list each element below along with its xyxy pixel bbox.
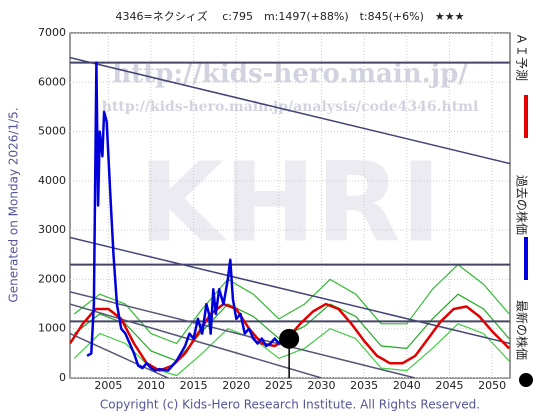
y-tick-label: 0 <box>59 371 66 384</box>
band-line <box>73 264 510 345</box>
x-tick-label: 2040 <box>393 379 421 392</box>
x-tick-label: 2045 <box>435 379 463 392</box>
y-tick-label: 1000 <box>38 322 66 335</box>
watermark: http://kids-hero.main.jp/analysis/code43… <box>102 99 479 115</box>
latest-point <box>279 328 300 349</box>
series-line <box>86 61 289 372</box>
watermark: http://kids-hero.main.jp/ <box>112 59 468 89</box>
legend-label: ＡＩ予測 <box>515 33 529 81</box>
trend-line <box>70 303 322 378</box>
y-tick-label: 5000 <box>38 125 66 138</box>
chart-title: 4346=ネクシィズ c:795 m:1497(+88%) t:845(+6%)… <box>116 9 465 23</box>
y-tick-label: 6000 <box>38 75 66 88</box>
watermark: KHRI <box>139 138 442 266</box>
y-tick-label: 2000 <box>38 272 66 285</box>
x-tick-label: 2025 <box>265 379 293 392</box>
x-tick-label: 2030 <box>308 379 336 392</box>
legend-swatch <box>519 373 533 387</box>
plot-layer: http://kids-hero.main.jp/http://kids-her… <box>70 33 510 378</box>
trend-line <box>70 332 169 378</box>
footer: Copyright (c) Kids-Hero Research Institu… <box>100 398 480 412</box>
x-tick-label: 2020 <box>222 379 250 392</box>
trend-line <box>70 291 416 378</box>
trend-line <box>70 56 510 165</box>
x-tick-label: 2015 <box>180 379 208 392</box>
y-tick-label: 3000 <box>38 223 66 236</box>
x-tick-label: 2050 <box>478 379 506 392</box>
x-tick-label: 2035 <box>350 379 378 392</box>
legend-label: 過去の株価 <box>515 175 530 235</box>
x-tick-label: 2005 <box>94 379 122 392</box>
y-tick-label: 7000 <box>38 26 66 39</box>
x-tick-label: 2010 <box>137 379 165 392</box>
side-note: Generated on Monday 2026/1/5. <box>7 107 21 302</box>
y-tick-label: 4000 <box>38 174 66 187</box>
legend-label: 最新の株価 <box>515 300 530 360</box>
